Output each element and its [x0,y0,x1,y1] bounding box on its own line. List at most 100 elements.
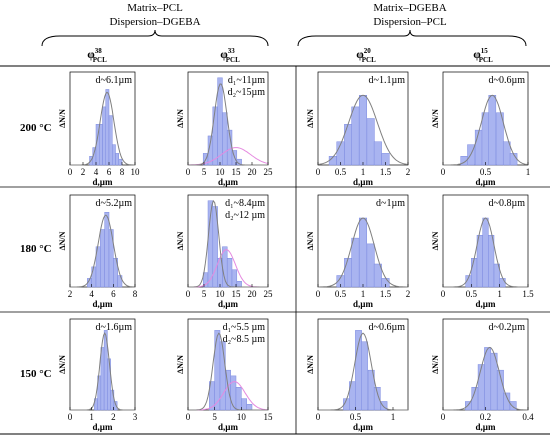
histogram-bar [351,237,360,288]
histogram-bar [488,95,497,166]
histogram-bar [219,341,226,411]
diameter-annotation: d~0.2µm [489,322,526,333]
histogram-r2c1: 2 4 6 8 d,µm ΔN/N d~5.2µm [58,194,138,309]
x-axis-label: d,µm [93,177,113,187]
histogram-bar [496,369,504,411]
histogram-bar [100,347,105,411]
y-axis-label: ΔN/N [176,109,185,128]
x-axis-label: d,µm [353,299,373,309]
x-tick-label: 1 [361,289,366,299]
diameter-annotation: d~0.6µm [369,322,406,333]
row-label-200: 200 °C [20,122,52,134]
x-tick-label: 3 [133,412,138,422]
column-headers: φ38 PCL φ33 PCL φ20 PCL φ15 PCL [87,47,493,64]
x-axis-label: d,µm [93,422,113,432]
x-tick-label: 0 [441,167,446,177]
x-tick-label: 5 [212,412,217,422]
histogram-r3c3: 0 0.5 1 d,µm ΔN/N d~0.6µm [306,318,409,432]
x-tick-label: 2 [81,167,86,177]
group-right-line2: Dispersion–PCL [373,16,447,28]
phi-symbol: φ [87,47,95,61]
fit-curve [188,332,268,411]
histogram-bar [358,217,368,288]
row-label-180: 180 °C [20,243,52,255]
diameter-annotation: d₂~8.5 µm [223,334,266,345]
x-tick-label: 5 [202,289,207,299]
histogram-bar [118,158,123,166]
histogram-bar [471,258,478,288]
x-tick-label: 0 [186,289,191,299]
fit-curve [188,83,268,166]
histogram-bar [113,401,118,411]
x-axis-label: d,µm [476,422,496,432]
subscript: PCL [93,56,107,64]
x-tick-label: 1 [361,167,366,177]
fit-curve [443,346,528,411]
x-tick-label: 0.5 [480,167,492,177]
brace-left [41,29,269,47]
histogram-bar [112,144,116,166]
histogram-bar [484,347,492,411]
diameter-annotation: d~0.6µm [489,75,526,86]
x-tick-label: 0.5 [466,289,478,299]
fit-curve [70,332,135,411]
histogram-bar [361,341,368,411]
superscript: 38 [95,47,103,55]
diameter-annotation: d~6.1µm [96,75,133,86]
superscript: 15 [481,47,489,55]
histogram-bar [493,263,500,288]
histogram-r1c3: 0 0.5 1 1.5 2 d,µm ΔN/N d~1.1µm [306,71,410,187]
phi-symbol: φ [220,47,228,61]
histogram-bar [100,229,105,288]
y-axis-label: ΔN/N [431,231,440,250]
diameter-annotation: d₁~5.5 µm [223,322,266,333]
fit-curve [317,94,409,165]
phi-symbol: φ [473,47,481,61]
x-tick-label: 1.5 [380,167,392,177]
histogram-bar [366,118,375,166]
x-tick-label: 0.2 [480,412,491,422]
histogram-bar [358,95,368,166]
x-tick-label: 0.5 [335,289,347,299]
x-tick-label: 0 [186,167,191,177]
column-header-4: φ15 PCL [473,47,493,64]
x-axis-label: d,µm [476,299,496,309]
x-tick-label: 10 [131,167,141,177]
x-tick-label: 1 [526,167,531,177]
x-tick-label: 10 [216,289,226,299]
x-tick-label: 10 [216,167,226,177]
y-axis-label: ΔN/N [58,231,67,250]
histogram-bar [373,263,382,288]
histogram-bar [236,281,242,288]
column-header-2: φ33 PCL [220,47,240,64]
histogram-bar [488,235,495,288]
x-tick-label: 0.5 [350,412,362,422]
x-axis-label: d,µm [353,422,373,432]
x-tick-label: 15 [232,289,242,299]
x-tick-label: 2 [68,289,73,299]
histogram-bar [115,153,119,166]
x-axis-label: d,µm [476,177,496,187]
diameter-annotation: d~5.2µm [96,198,133,209]
subscript: PCL [226,56,240,64]
column-header-3: φ20 PCL [356,47,376,64]
histogram-r2c4: 0 0.5 1 1.5 d,µm ΔN/N d~0.8µm [431,194,534,309]
y-axis-label: ΔN/N [431,109,440,128]
group-left-line2: Dispersion–DGEBA [109,16,200,28]
y-axis-label: ΔN/N [306,231,315,250]
histogram-r3c1: 0 1 2 3 d,µm ΔN/N d~1.6µm [58,318,138,432]
histogram-bar [246,404,253,411]
y-axis-label: ΔN/N [176,355,185,374]
x-tick-label: 1.5 [522,289,534,299]
x-tick-label: 0 [441,289,446,299]
x-tick-label: 6 [111,289,116,299]
x-tick-label: 0 [68,167,73,177]
x-tick-label: 0 [316,167,321,177]
x-tick-label: 0.5 [335,167,347,177]
fit-curve [443,94,529,166]
